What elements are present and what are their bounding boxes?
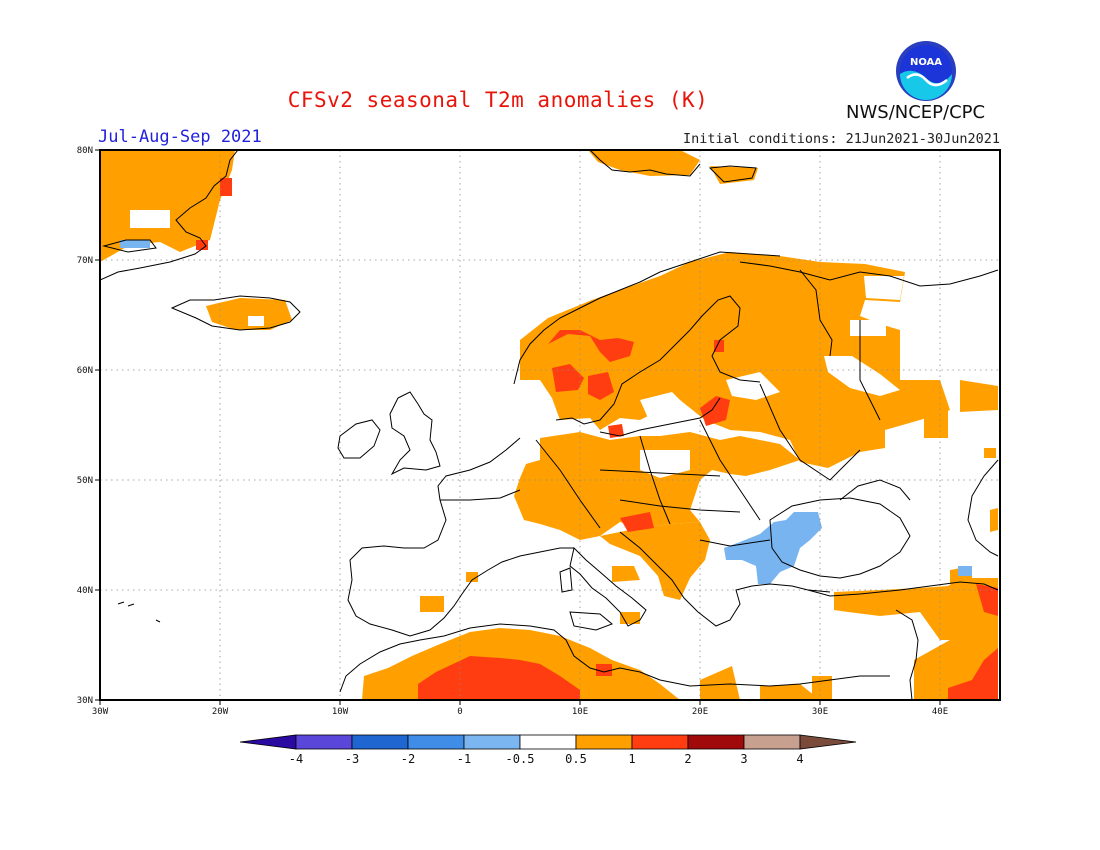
axis-ticks: [95, 149, 941, 705]
agency-name: NWS/NCEP/CPC: [846, 102, 986, 123]
lat-tick-label: 30N: [77, 696, 93, 706]
lon-tick-label: 30E: [812, 707, 828, 717]
initial-conditions: Initial conditions: 21Jun2021-30Jun2021: [683, 131, 1000, 147]
near-normal-patches: [130, 210, 904, 478]
colorbar-label: 0.5: [565, 752, 587, 766]
colorbar-label: 4: [796, 752, 803, 766]
colorbar-segment: [407, 734, 465, 750]
colorbar-labels: -4 -3 -2 -1 -0.5 0.5 1 2 3 4: [289, 752, 804, 766]
lat-tick-label: 40N: [77, 586, 93, 596]
lon-tick-label: 10W: [332, 707, 349, 717]
colorbar-upper-triangle: [799, 734, 857, 750]
lon-tick-label: 30W: [92, 707, 109, 717]
colorbar-segment: [631, 734, 689, 750]
lon-tick-label: 20E: [692, 707, 708, 717]
anomaly-fields: [100, 150, 998, 700]
colorbar-label: -3: [345, 752, 359, 766]
lat-tick-label: 70N: [77, 256, 93, 266]
coastlines: [100, 150, 999, 700]
latitude-labels: 30N 40N 50N 60N 70N 80N: [77, 146, 93, 706]
noaa-logo: NOAA: [896, 41, 956, 101]
colorbar-segment: [295, 734, 353, 750]
colorbar-label: 1: [628, 752, 635, 766]
colorbar-segment: [575, 734, 633, 750]
colorbar-label: 2: [684, 752, 691, 766]
lat-tick-label: 50N: [77, 476, 93, 486]
colorbar-segment: [463, 734, 521, 750]
forecast-period: Jul-Aug-Sep 2021: [98, 127, 262, 147]
lon-tick-label: 20W: [212, 707, 229, 717]
lat-tick-label: 60N: [77, 366, 93, 376]
colorbar-label: -2: [401, 752, 415, 766]
map-title: CFSv2 seasonal T2m anomalies (K): [287, 88, 709, 112]
colorbar-segment: [743, 734, 801, 750]
lon-tick-label: 40E: [932, 707, 948, 717]
longitude-labels: 30W 20W 10W 0 10E 20E 30E 40E: [92, 707, 948, 717]
colorbar-label: -0.5: [506, 752, 535, 766]
map-frame: [99, 149, 1001, 701]
lon-tick-label: 0: [457, 707, 462, 717]
colorbar-segment: [519, 734, 577, 750]
warm-anomaly-1-to-2: [196, 178, 998, 700]
colorbar-label: -4: [289, 752, 303, 766]
lon-tick-label: 10E: [572, 707, 588, 717]
colorbar-segment: [687, 734, 745, 750]
noaa-logo-text: NOAA: [910, 57, 942, 68]
colorbar-segment: [351, 734, 409, 750]
colorbar-label: 3: [740, 752, 747, 766]
map-gridlines: [100, 150, 1000, 700]
colorbar: [239, 734, 857, 750]
cool-anomaly-neg1-to-neg0-5: [120, 240, 972, 584]
lat-tick-label: 80N: [77, 146, 93, 156]
colorbar-lower-triangle: [239, 734, 297, 750]
colorbar-label: -1: [457, 752, 471, 766]
